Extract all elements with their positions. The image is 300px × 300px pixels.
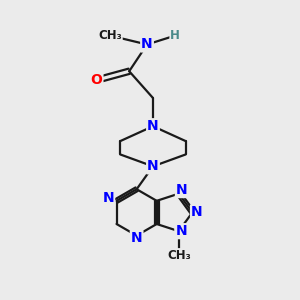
- Text: N: N: [147, 119, 159, 133]
- Text: N: N: [103, 191, 114, 206]
- Text: N: N: [176, 183, 188, 197]
- Text: N: N: [131, 231, 142, 245]
- Text: N: N: [147, 159, 159, 173]
- Text: H: H: [170, 29, 180, 42]
- Text: CH₃: CH₃: [98, 29, 122, 42]
- Text: N: N: [191, 206, 202, 219]
- Text: CH₃: CH₃: [167, 249, 190, 262]
- Text: O: O: [91, 73, 102, 87]
- Text: N: N: [141, 38, 153, 52]
- Text: N: N: [175, 224, 187, 238]
